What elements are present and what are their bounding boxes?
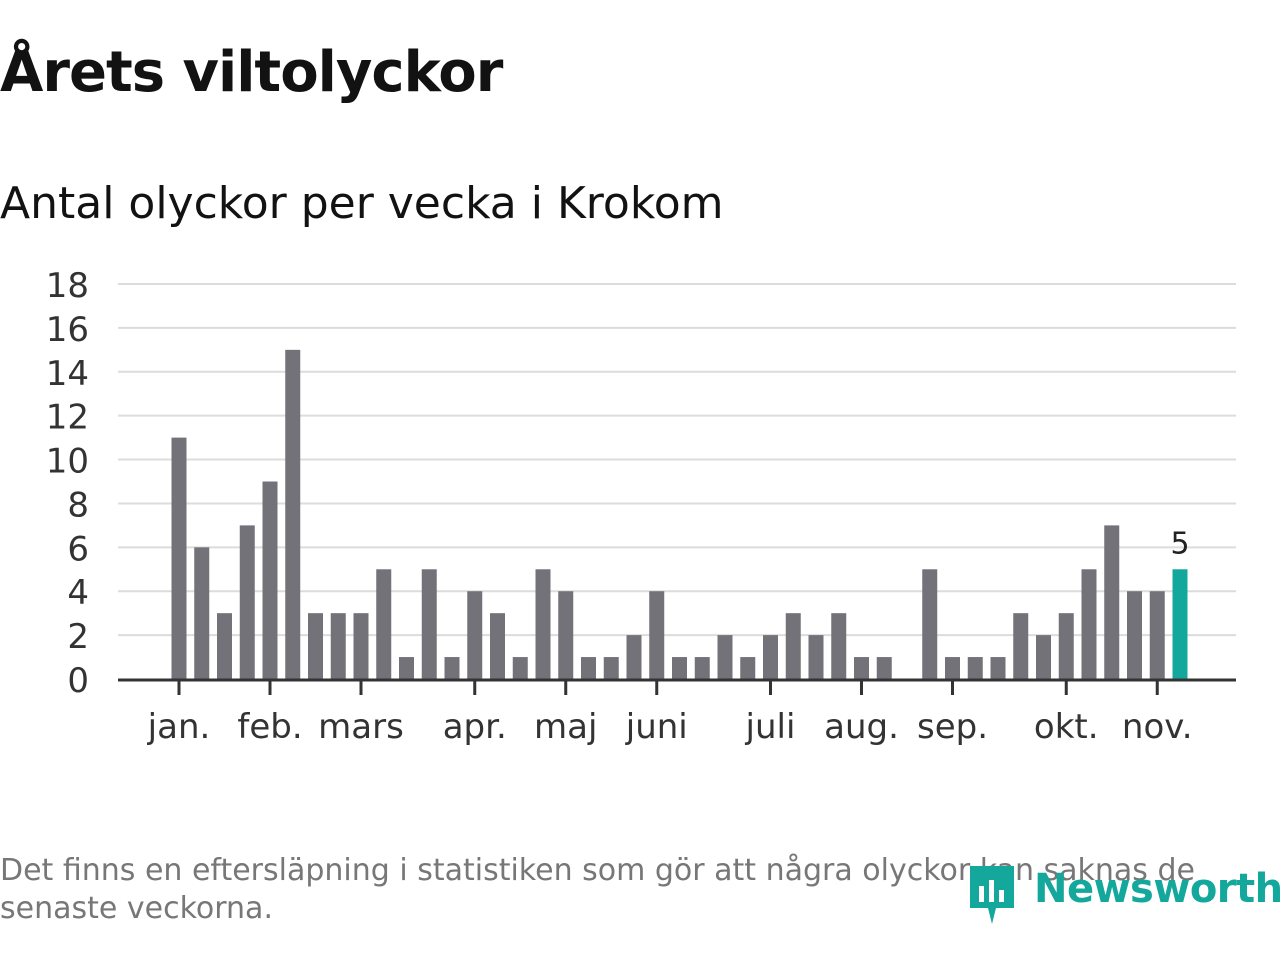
gridlines: [118, 283, 1236, 637]
bar: [854, 657, 869, 679]
bar: [1081, 569, 1097, 679]
x-tick-label: nov.: [1122, 707, 1193, 747]
bar: [512, 657, 528, 679]
bar: [171, 437, 187, 679]
y-tick-label: 10: [46, 442, 89, 482]
data-label: 5: [1170, 526, 1189, 561]
bar: [535, 569, 551, 679]
x-tick-label: feb.: [237, 707, 302, 747]
x-tick-label: apr.: [443, 707, 507, 747]
x-tick-label: maj: [534, 707, 597, 747]
bar: [399, 657, 414, 679]
bar: [876, 657, 892, 679]
bar: [376, 569, 392, 679]
x-tick-label: sep.: [917, 707, 988, 747]
bar: [626, 635, 642, 679]
bar: [1149, 591, 1165, 679]
bar: [922, 569, 938, 679]
bar: [831, 613, 847, 679]
y-tick-label: 6: [67, 529, 89, 569]
bar: [1172, 569, 1188, 679]
bars: [171, 349, 1188, 679]
bar: [763, 635, 778, 679]
bar: [603, 657, 619, 679]
bar: [194, 547, 210, 679]
x-axis-ticks: jan. feb. mars apr. maj juni juli aug. sep. okt. n…: [147, 680, 1193, 747]
bar: [581, 657, 596, 679]
bar: [785, 613, 801, 679]
bar: [421, 569, 437, 679]
y-tick-label: 0: [67, 661, 89, 701]
bar: [694, 657, 710, 679]
x-tick-label: juli: [745, 707, 796, 747]
data-labels: 5: [1170, 526, 1189, 561]
x-tick-label: mars: [318, 707, 404, 747]
y-tick-label: 12: [46, 398, 89, 438]
y-tick-label: 16: [46, 310, 89, 350]
y-tick-label: 18: [46, 266, 89, 306]
bar: [217, 613, 232, 679]
bar: [740, 657, 756, 679]
bar: [717, 635, 733, 679]
x-tick-label: aug.: [824, 707, 899, 747]
bar: [808, 635, 824, 679]
newsworthy-logo-icon: [970, 866, 1014, 924]
bar: [308, 613, 323, 679]
bar: [990, 657, 1006, 679]
bar: [945, 657, 960, 679]
bar: [1058, 613, 1074, 679]
chart-subtitle: Antal olyckor per vecka i Krokom: [0, 178, 724, 229]
y-tick-label: 8: [67, 485, 89, 525]
bar: [239, 525, 255, 679]
x-tick-label: okt.: [1034, 707, 1099, 747]
bar: [1036, 635, 1051, 679]
y-tick-label: 2: [67, 617, 89, 657]
bar: [330, 613, 346, 679]
x-tick-label: jan.: [147, 707, 211, 747]
bar: [490, 613, 505, 679]
bar: [1127, 591, 1142, 679]
bar: [467, 591, 483, 679]
brand-name: Newsworthy: [1034, 866, 1280, 912]
bar: [444, 657, 460, 679]
bar: [285, 349, 301, 679]
bar: [967, 657, 983, 679]
x-tick-label: juni: [625, 707, 688, 747]
bar: [1104, 525, 1120, 679]
chart-title: Årets viltolyckor: [0, 40, 503, 105]
bar: [1013, 613, 1029, 679]
bar: [353, 613, 369, 679]
y-tick-label: 14: [46, 354, 89, 394]
bar: [649, 591, 665, 679]
bar: [558, 591, 574, 679]
bar: [672, 657, 687, 679]
bar: [262, 481, 278, 679]
y-tick-label: 4: [67, 573, 89, 613]
